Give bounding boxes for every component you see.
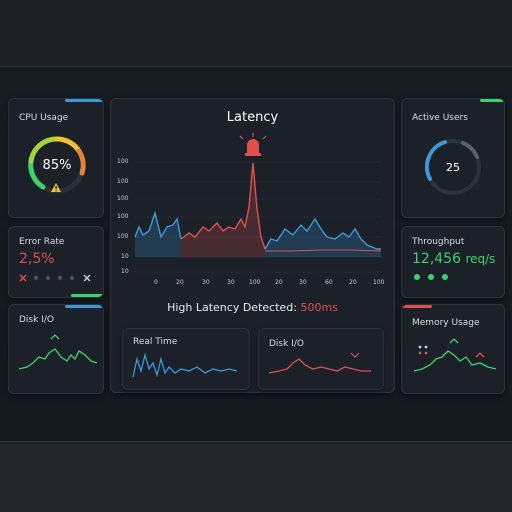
chevron-down-icon — [350, 352, 360, 358]
y-axis-tick: 100 — [117, 213, 129, 220]
throughput-title: Throughput — [412, 237, 465, 247]
real-time-sparkline — [132, 352, 238, 378]
latency-title: Latency — [226, 110, 279, 125]
error-rate-value: 2,5% — [19, 251, 55, 267]
active-users-card[interactable]: Active Users 25 — [401, 98, 505, 218]
y-axis-tick: 100 — [117, 195, 129, 202]
error-rate-indicators — [19, 274, 91, 282]
throughput-number: 12,456 — [412, 251, 461, 267]
disk-io-title: Disk I/O — [19, 315, 54, 325]
card-accent — [71, 294, 103, 297]
chevron-up-icon — [449, 338, 459, 344]
warning-icon — [51, 183, 61, 192]
latency-status: High Latency Detected: 500ms — [111, 301, 394, 314]
x-axis-tick: 20 — [176, 279, 184, 286]
cpu-usage-title: CPU Usage — [19, 113, 69, 123]
latency-status-value: 500ms — [300, 301, 338, 314]
cpu-usage-card[interactable]: CPU Usage 85% — [8, 98, 104, 218]
latency-status-label: High Latency Detected: — [167, 301, 297, 314]
y-axis-tick: 100 — [117, 178, 129, 185]
x-axis-tick: 30 — [227, 279, 235, 286]
card-accent — [480, 99, 504, 102]
y-axis-tick: 10 — [121, 268, 129, 275]
x-axis-tick: 30 — [299, 279, 307, 286]
disk-io-sparkline — [18, 334, 98, 370]
disk-io-center-title: Disk I/O — [269, 339, 304, 349]
real-time-title: Real Time — [133, 337, 178, 347]
card-accent — [402, 305, 432, 308]
memory-usage-card[interactable]: Memory Usage — [401, 304, 505, 394]
x-axis-tick: 30 — [202, 279, 210, 286]
throughput-unit: req/s — [465, 252, 496, 266]
x-axis-tick: 20 — [349, 279, 357, 286]
memory-usage-sparkline — [413, 338, 497, 372]
x-axis-tick: 0 — [154, 279, 158, 286]
active-users-title: Active Users — [412, 113, 468, 123]
error-rate-card[interactable]: Error Rate 2,5% — [8, 226, 104, 298]
y-axis-tick: 100 — [117, 158, 129, 165]
disk-io-center-sparkline — [268, 352, 371, 374]
close-icon — [83, 274, 91, 282]
x-axis-tick: 20 — [275, 279, 283, 286]
disk-io-card-left[interactable]: Disk I/O — [8, 304, 104, 394]
throughput-indicators — [414, 274, 448, 280]
memory-usage-title: Memory Usage — [412, 318, 480, 328]
disk-io-card-center[interactable]: Disk I/O — [258, 328, 384, 390]
error-rate-title: Error Rate — [19, 237, 65, 247]
y-axis-tick: 100 — [117, 233, 129, 240]
card-accent — [65, 99, 103, 102]
latency-chart — [134, 133, 382, 273]
throughput-value: 12,456 req/s — [412, 251, 495, 267]
throughput-card[interactable]: Throughput 12,456 req/s — [401, 226, 505, 298]
active-users-ring — [424, 139, 481, 195]
x-axis-tick: 100 — [373, 279, 385, 286]
cpu-usage-value: 85% — [42, 158, 72, 173]
chevron-up-icon — [475, 352, 485, 358]
active-users-value: 25 — [446, 161, 460, 174]
x-axis-tick: 100 — [249, 279, 261, 286]
real-time-card[interactable]: Real Time — [122, 328, 250, 390]
x-axis-tick: 60 — [325, 279, 333, 286]
y-axis-tick: 10 — [121, 253, 129, 260]
siren-icon — [239, 133, 267, 156]
bottom-bar — [0, 444, 512, 512]
card-accent — [65, 305, 103, 308]
close-icon — [19, 274, 27, 282]
